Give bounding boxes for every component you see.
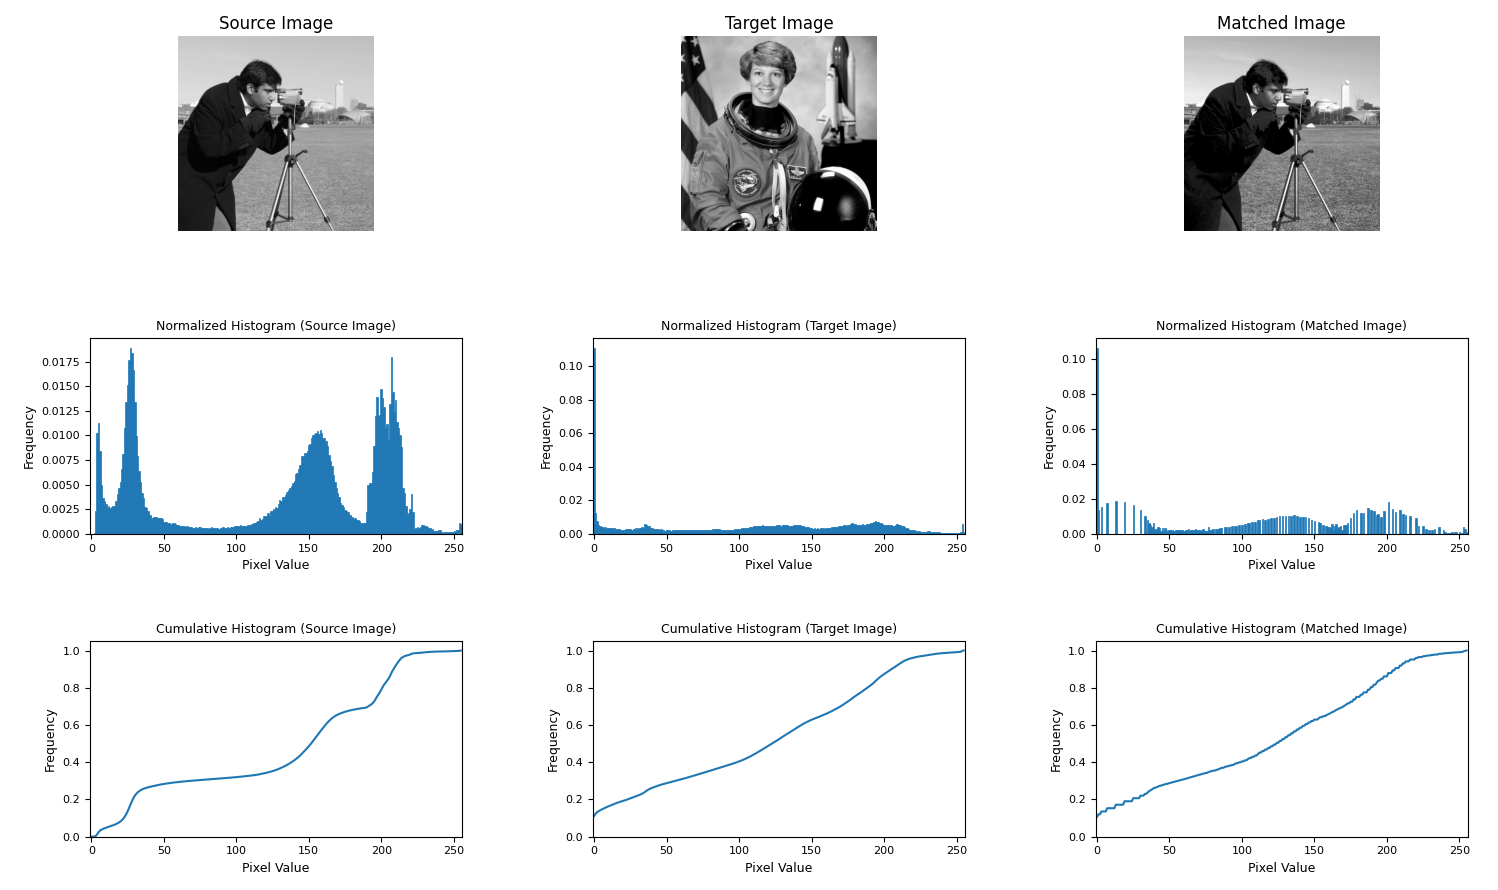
- X-axis label: Pixel Value: Pixel Value: [746, 862, 812, 875]
- Title: Normalized Histogram (Matched Image): Normalized Histogram (Matched Image): [1156, 320, 1407, 333]
- Title: Target Image: Target Image: [725, 14, 833, 33]
- Y-axis label: Frequency: Frequency: [1043, 404, 1056, 468]
- Y-axis label: Frequency: Frequency: [547, 707, 560, 772]
- X-axis label: Pixel Value: Pixel Value: [243, 862, 310, 875]
- X-axis label: Pixel Value: Pixel Value: [1248, 559, 1315, 572]
- X-axis label: Pixel Value: Pixel Value: [1248, 862, 1315, 875]
- Title: Source Image: Source Image: [219, 14, 333, 33]
- Title: Cumulative Histogram (Target Image): Cumulative Histogram (Target Image): [661, 623, 897, 635]
- Title: Cumulative Histogram (Matched Image): Cumulative Histogram (Matched Image): [1156, 623, 1408, 635]
- Y-axis label: Frequency: Frequency: [43, 707, 57, 772]
- X-axis label: Pixel Value: Pixel Value: [746, 559, 812, 572]
- Y-axis label: Frequency: Frequency: [22, 404, 36, 468]
- Title: Matched Image: Matched Image: [1218, 14, 1347, 33]
- Title: Normalized Histogram (Source Image): Normalized Histogram (Source Image): [156, 320, 395, 333]
- Title: Cumulative Histogram (Source Image): Cumulative Histogram (Source Image): [156, 623, 397, 635]
- Title: Normalized Histogram (Target Image): Normalized Histogram (Target Image): [661, 320, 897, 333]
- Y-axis label: Frequency: Frequency: [1050, 707, 1062, 772]
- Y-axis label: Frequency: Frequency: [539, 404, 553, 468]
- X-axis label: Pixel Value: Pixel Value: [243, 559, 310, 572]
